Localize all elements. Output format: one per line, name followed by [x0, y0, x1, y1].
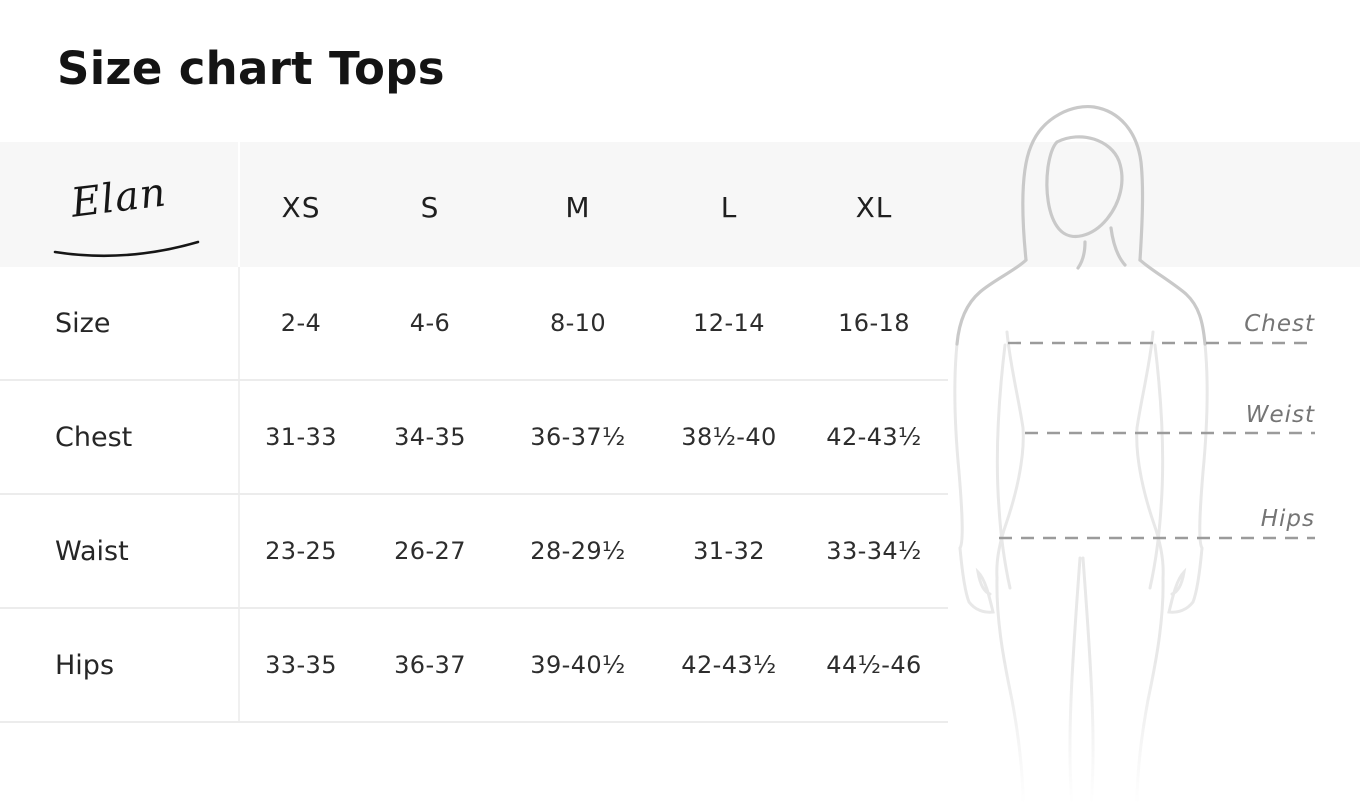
left-arm-outer-line: [953, 342, 995, 614]
table-row-hips: Hips 33-35 36-37 39-40½ 42-43½ 44½-46: [0, 609, 948, 723]
column-header-m: M: [565, 191, 591, 224]
hips-measure-label: Hips: [1260, 506, 1315, 532]
cell-hips-m: 39-40½: [530, 651, 626, 679]
cell-hips-l: 42-43½: [681, 651, 777, 679]
weist-measure-label: Weist: [1245, 402, 1315, 428]
column-header-xs: XS: [281, 191, 321, 224]
table-header-band: [0, 142, 1360, 267]
chest-measure-label: Chest: [1244, 311, 1315, 337]
left-inner-arm-line: [995, 343, 1012, 590]
face-outline: [1045, 135, 1124, 239]
table-row-size: Size 2-4 4-6 8-10 12-14 16-18: [0, 267, 948, 381]
page-title: Size chart Tops: [57, 42, 445, 95]
figure-bottom-fade: [950, 660, 1360, 804]
right-inner-arm-line: [1148, 343, 1165, 590]
table-row-waist: Waist 23-25 26-27 28-29½ 31-32 33-34½: [0, 495, 948, 609]
cell-waist-l: 31-32: [693, 537, 765, 565]
row-label-waist: Waist: [0, 495, 240, 607]
cell-size-xl: 16-18: [838, 309, 910, 337]
row-label-size: Size: [0, 267, 240, 379]
column-header-l: L: [720, 191, 738, 224]
table-row-chest: Chest 31-33 34-35 36-37½ 38½-40 42-43½: [0, 381, 948, 495]
logo-underline: [53, 240, 200, 258]
cell-chest-xl: 42-43½: [826, 423, 922, 451]
cell-size-l: 12-14: [693, 309, 765, 337]
head-outline-group: [955, 104, 1207, 346]
column-header-s: S: [420, 191, 440, 224]
cell-waist-xl: 33-34½: [826, 537, 922, 565]
table-header-row: Elan XS S M L XL: [0, 142, 948, 267]
torso-left-line: [995, 330, 1025, 580]
cell-waist-xs: 23-25: [265, 537, 337, 565]
brand-logo: Elan: [68, 168, 170, 227]
neck-left-line: [1076, 240, 1087, 270]
cell-hips-s: 36-37: [394, 651, 466, 679]
neck-right-line: [1109, 226, 1127, 267]
row-label-hips: Hips: [0, 609, 240, 721]
cell-chest-xs: 31-33: [265, 423, 337, 451]
cell-hips-xs: 33-35: [265, 651, 337, 679]
cell-chest-l: 38½-40: [681, 423, 777, 451]
cell-chest-m: 36-37½: [530, 423, 626, 451]
cell-size-s: 4-6: [409, 309, 451, 337]
torso-right-line: [1135, 330, 1165, 580]
size-chart-table: Elan XS S M L XL Size 2-4 4-6 8-10 12-14…: [0, 142, 948, 723]
female-body-outline-illustration: [950, 104, 1360, 804]
right-shoulder-line: [1138, 258, 1207, 346]
hair-outline: [1021, 104, 1145, 262]
cell-chest-s: 34-35: [394, 423, 466, 451]
left-shoulder-line: [955, 258, 1028, 346]
right-arm-outer-line: [1167, 342, 1209, 614]
cell-size-m: 8-10: [549, 309, 607, 337]
cell-hips-xl: 44½-46: [826, 651, 922, 679]
brand-logo-cell: Elan: [0, 142, 240, 267]
row-label-chest: Chest: [0, 381, 240, 493]
cell-waist-m: 28-29½: [530, 537, 626, 565]
cell-size-xs: 2-4: [280, 309, 322, 337]
cell-waist-s: 26-27: [394, 537, 466, 565]
column-header-xl: XL: [855, 191, 893, 224]
